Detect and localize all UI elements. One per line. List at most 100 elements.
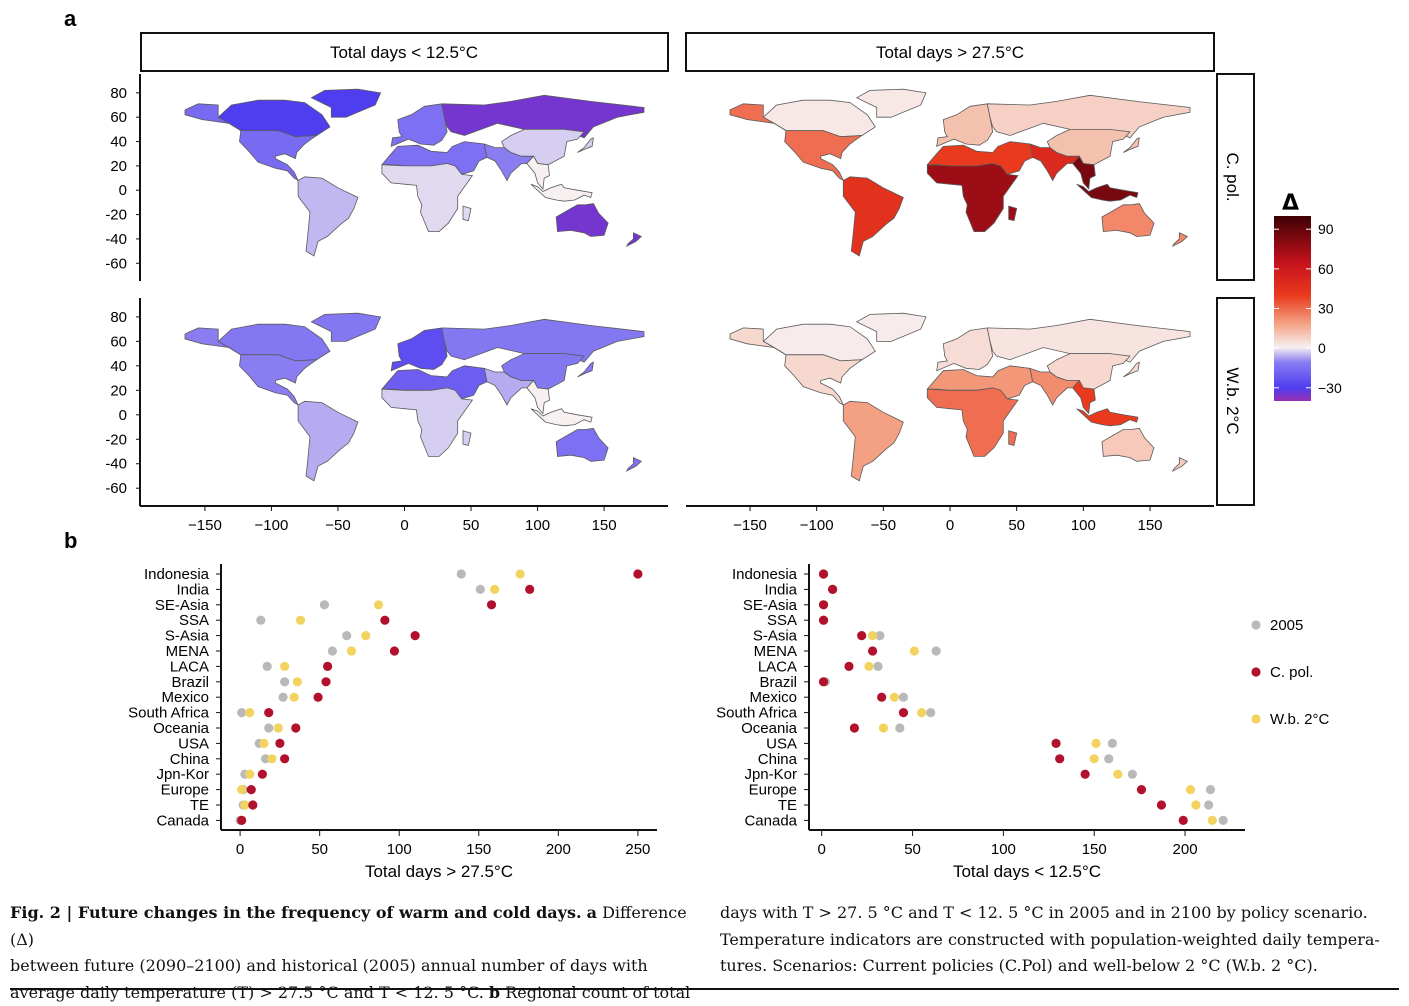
category-label: S-Asia: [753, 628, 798, 645]
dot-2005: [875, 631, 885, 641]
dot-c-pol-: [867, 646, 878, 656]
dot-c-pol-: [818, 615, 829, 625]
region-africa: [381, 163, 474, 233]
region-japan: [577, 137, 594, 153]
dot-c-pol-: [280, 754, 290, 764]
dot-w-b-2-c: [490, 584, 500, 595]
region-australia: [555, 427, 609, 462]
dot-c-pol-: [1136, 785, 1147, 795]
region-south-america: [297, 400, 359, 482]
dot-c-pol-: [410, 631, 420, 641]
region-japan: [1123, 137, 1140, 153]
dot-c-pol-: [1055, 754, 1065, 764]
x-tick-label: 100: [991, 841, 1016, 858]
map-x-tick-label: 0: [946, 517, 954, 534]
dot-c-pol-: [323, 661, 333, 672]
category-label: SE-Asia: [155, 597, 210, 614]
region-madagascar: [462, 205, 472, 222]
dot-2005: [260, 754, 271, 764]
caption-fig-label: Fig. 2 | Future changes in the frequency…: [10, 903, 582, 922]
map-cold-cpol: [184, 88, 645, 257]
legend-tick-label: 30: [1318, 301, 1334, 317]
dot-w-b-2-c: [295, 615, 306, 625]
map-x-tick-label: −100: [255, 517, 289, 534]
legend-key: [1251, 714, 1261, 724]
x-tick-label: 50: [311, 841, 328, 858]
region-greenland: [855, 88, 927, 118]
dot-c-pol-: [248, 800, 258, 810]
map-x-tick-label: −50: [871, 517, 896, 534]
dot-c-pol-: [313, 692, 323, 702]
category-label: Indonesia: [144, 566, 210, 583]
row-strip-top: C. pol.: [1216, 73, 1255, 281]
dot-2005: [264, 723, 274, 733]
legend-title: Δ: [1282, 191, 1299, 216]
region-africa: [926, 387, 1019, 457]
dot-2005: [319, 600, 330, 610]
dot-plot-right: IndonesiaIndiaSE-AsiaSSAS-AsiaMENALACABr…: [716, 566, 1228, 858]
category-label: S-Asia: [165, 628, 210, 645]
map-x-tick-label: 50: [1008, 517, 1025, 534]
x-tick-label: 150: [466, 841, 491, 858]
dot-c-pol-: [898, 708, 909, 718]
category-label: TE: [778, 797, 797, 814]
region-china: [1046, 353, 1131, 390]
dot-2005: [342, 631, 352, 641]
dot-c-pol-: [828, 584, 838, 595]
category-label: Jpn-Kor: [744, 766, 797, 783]
dot-plot-legend: 2005 C. pol. W.b. 2°C: [1251, 617, 1330, 728]
dot-c-pol-: [525, 584, 535, 595]
legend-key: [1251, 620, 1261, 630]
map-x-tick-label: 100: [525, 517, 550, 534]
map-y-tick-label: 80: [110, 309, 127, 326]
caption-line-1: Difference (Δ): [10, 903, 687, 949]
dot-2005: [873, 661, 883, 672]
choropleth-maps: [184, 88, 1191, 482]
dot-c-pol-: [1178, 815, 1188, 826]
dot-w-b-2-c: [273, 723, 283, 733]
figure-caption-right: days with T > 27. 5 °C and T < 12. 5 °C …: [720, 900, 1405, 980]
region-se-asia: [1072, 379, 1096, 415]
dot-w-b-2-c: [1207, 815, 1217, 826]
dot-c-pol-: [389, 646, 400, 656]
dot-2005: [895, 723, 905, 733]
region-south-america: [842, 176, 904, 257]
category-label: India: [176, 581, 209, 598]
map-y-tick-label: -40: [105, 456, 127, 473]
dot-c-pol-: [818, 569, 829, 579]
x-tick-label: 200: [546, 841, 571, 858]
dot-2005: [1204, 800, 1214, 810]
region-south-america: [842, 400, 904, 482]
map-y-tick-label: 0: [119, 182, 127, 199]
region-north-america: [729, 327, 864, 407]
region-russia: [986, 318, 1191, 363]
caption-part-b: b: [488, 982, 501, 1002]
region-madagascar: [1008, 205, 1018, 222]
x-tick-label: 100: [387, 841, 412, 858]
dot-c-pol-: [818, 677, 829, 687]
region-nz: [625, 456, 643, 473]
map-x-tick-label: 50: [463, 517, 480, 534]
region-africa: [381, 387, 474, 457]
dot-c-pol-: [857, 631, 867, 641]
dot-w-b-2-c: [917, 708, 927, 718]
legend-key: [1251, 667, 1261, 677]
category-label: Brazil: [171, 674, 209, 691]
region-russia: [441, 318, 645, 363]
dot-w-b-2-c: [1185, 785, 1196, 795]
region-europe: [390, 103, 448, 148]
category-label: LACA: [758, 658, 797, 675]
dot-w-b-2-c: [373, 600, 384, 610]
dot-c-pol-: [246, 785, 256, 795]
region-greenland: [310, 312, 382, 342]
legend-tick-label: −30: [1318, 380, 1342, 396]
dot-w-b-2-c: [909, 646, 919, 656]
dot-w-b-2-c: [878, 723, 889, 733]
category-label: Mexico: [161, 689, 209, 706]
region-australia: [1101, 427, 1155, 462]
legend-tick-label: 60: [1318, 261, 1334, 277]
legend-tick-label: 90: [1318, 221, 1334, 237]
region-europe: [390, 327, 448, 372]
region-se-asia: [526, 155, 550, 190]
dot-w-b-2-c: [259, 738, 269, 749]
